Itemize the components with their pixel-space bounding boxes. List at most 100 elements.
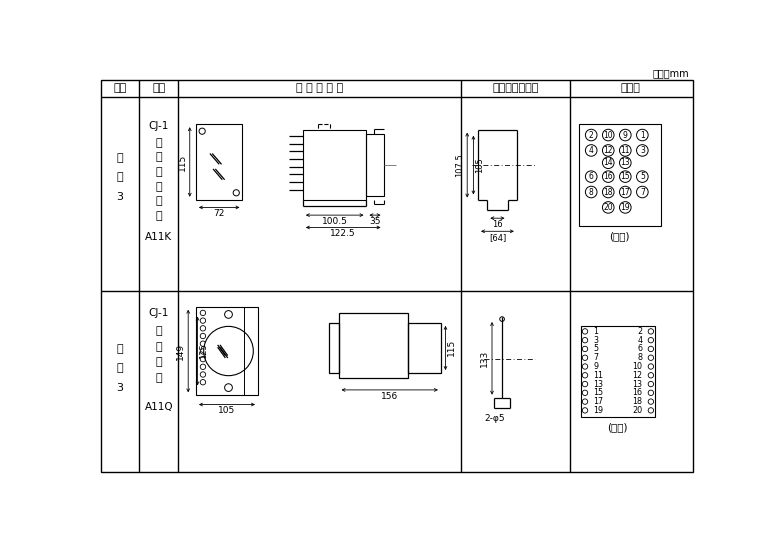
Text: 结构: 结构 — [152, 83, 166, 93]
Text: 后: 后 — [156, 181, 162, 192]
Text: 9: 9 — [623, 131, 628, 140]
Text: 2: 2 — [589, 131, 594, 140]
Circle shape — [582, 381, 587, 387]
Circle shape — [602, 144, 614, 156]
Circle shape — [199, 128, 205, 134]
Text: 15: 15 — [621, 172, 630, 181]
Circle shape — [582, 390, 587, 395]
Text: 11: 11 — [594, 371, 604, 380]
Text: (背视): (背视) — [610, 231, 630, 241]
Circle shape — [582, 372, 587, 378]
Bar — [329, 323, 338, 373]
Circle shape — [648, 381, 653, 387]
Bar — [581, 326, 655, 417]
Circle shape — [619, 129, 631, 141]
Text: 4: 4 — [589, 146, 594, 155]
Text: A11K: A11K — [146, 232, 173, 242]
Circle shape — [500, 317, 505, 322]
Circle shape — [582, 328, 587, 334]
Text: 附: 附 — [117, 153, 123, 163]
Circle shape — [636, 129, 648, 141]
Bar — [409, 323, 441, 373]
Text: 7: 7 — [594, 353, 598, 362]
Circle shape — [602, 129, 614, 141]
Bar — [579, 124, 661, 226]
Circle shape — [200, 333, 206, 339]
Circle shape — [648, 408, 653, 413]
Circle shape — [602, 157, 614, 169]
Text: 接: 接 — [156, 196, 162, 207]
Text: 7: 7 — [640, 188, 645, 196]
Text: 12: 12 — [632, 371, 642, 380]
Circle shape — [585, 171, 597, 182]
Text: 14: 14 — [604, 158, 613, 167]
Text: 13: 13 — [632, 379, 642, 388]
Text: 19: 19 — [621, 203, 630, 212]
Text: 10: 10 — [632, 362, 642, 371]
Text: 8: 8 — [589, 188, 594, 196]
Circle shape — [200, 310, 206, 316]
Circle shape — [585, 144, 597, 156]
Circle shape — [636, 186, 648, 198]
Text: A11Q: A11Q — [145, 402, 173, 412]
Circle shape — [585, 129, 597, 141]
Circle shape — [648, 399, 653, 404]
Text: [64]: [64] — [489, 233, 506, 242]
Text: 156: 156 — [381, 392, 399, 401]
Circle shape — [648, 364, 653, 369]
Text: 5: 5 — [594, 345, 598, 354]
Bar — [303, 131, 366, 200]
Circle shape — [200, 326, 206, 331]
Text: 35: 35 — [369, 217, 381, 226]
Text: 13: 13 — [594, 379, 604, 388]
Text: 6: 6 — [589, 172, 594, 181]
Circle shape — [233, 190, 239, 196]
Circle shape — [582, 399, 587, 404]
Text: 15: 15 — [594, 388, 604, 398]
Circle shape — [204, 326, 253, 376]
Text: 18: 18 — [604, 188, 613, 196]
Circle shape — [582, 408, 587, 413]
Text: 16: 16 — [632, 388, 642, 398]
Bar — [338, 313, 409, 378]
Circle shape — [224, 311, 232, 318]
Bar — [366, 134, 383, 196]
Text: 12: 12 — [604, 146, 613, 155]
Circle shape — [200, 372, 206, 377]
Text: 107.5: 107.5 — [455, 153, 464, 177]
Text: 板: 板 — [156, 326, 162, 337]
Circle shape — [200, 341, 206, 346]
Text: 149: 149 — [176, 342, 185, 360]
Text: 2: 2 — [637, 327, 642, 336]
Text: 外 形 尺 寸 图: 外 形 尺 寸 图 — [296, 83, 343, 93]
Circle shape — [648, 372, 653, 378]
Text: 17: 17 — [621, 188, 630, 196]
Text: 133: 133 — [480, 350, 488, 367]
Text: 115: 115 — [178, 154, 187, 171]
Circle shape — [582, 338, 587, 343]
Text: 1: 1 — [640, 131, 645, 140]
Circle shape — [648, 346, 653, 351]
Text: CJ-1: CJ-1 — [149, 121, 169, 131]
Text: 125: 125 — [199, 343, 208, 359]
Text: 3: 3 — [117, 383, 124, 393]
Circle shape — [224, 384, 232, 392]
Circle shape — [200, 356, 206, 362]
Circle shape — [636, 144, 648, 156]
Bar — [196, 124, 242, 200]
Circle shape — [619, 186, 631, 198]
Text: 17: 17 — [594, 397, 604, 406]
Text: 式: 式 — [156, 167, 162, 177]
Circle shape — [602, 171, 614, 182]
Circle shape — [200, 364, 206, 370]
Text: 安装开孔尺寸图: 安装开孔尺寸图 — [492, 83, 539, 93]
Text: 19: 19 — [594, 406, 604, 415]
Circle shape — [582, 355, 587, 361]
Text: 嵌: 嵌 — [156, 137, 162, 148]
Text: (前视): (前视) — [608, 422, 628, 432]
Text: 105: 105 — [475, 157, 484, 173]
Bar — [196, 307, 258, 395]
Circle shape — [585, 186, 597, 198]
Text: 附: 附 — [117, 344, 123, 354]
Text: 2-φ5: 2-φ5 — [484, 414, 505, 423]
